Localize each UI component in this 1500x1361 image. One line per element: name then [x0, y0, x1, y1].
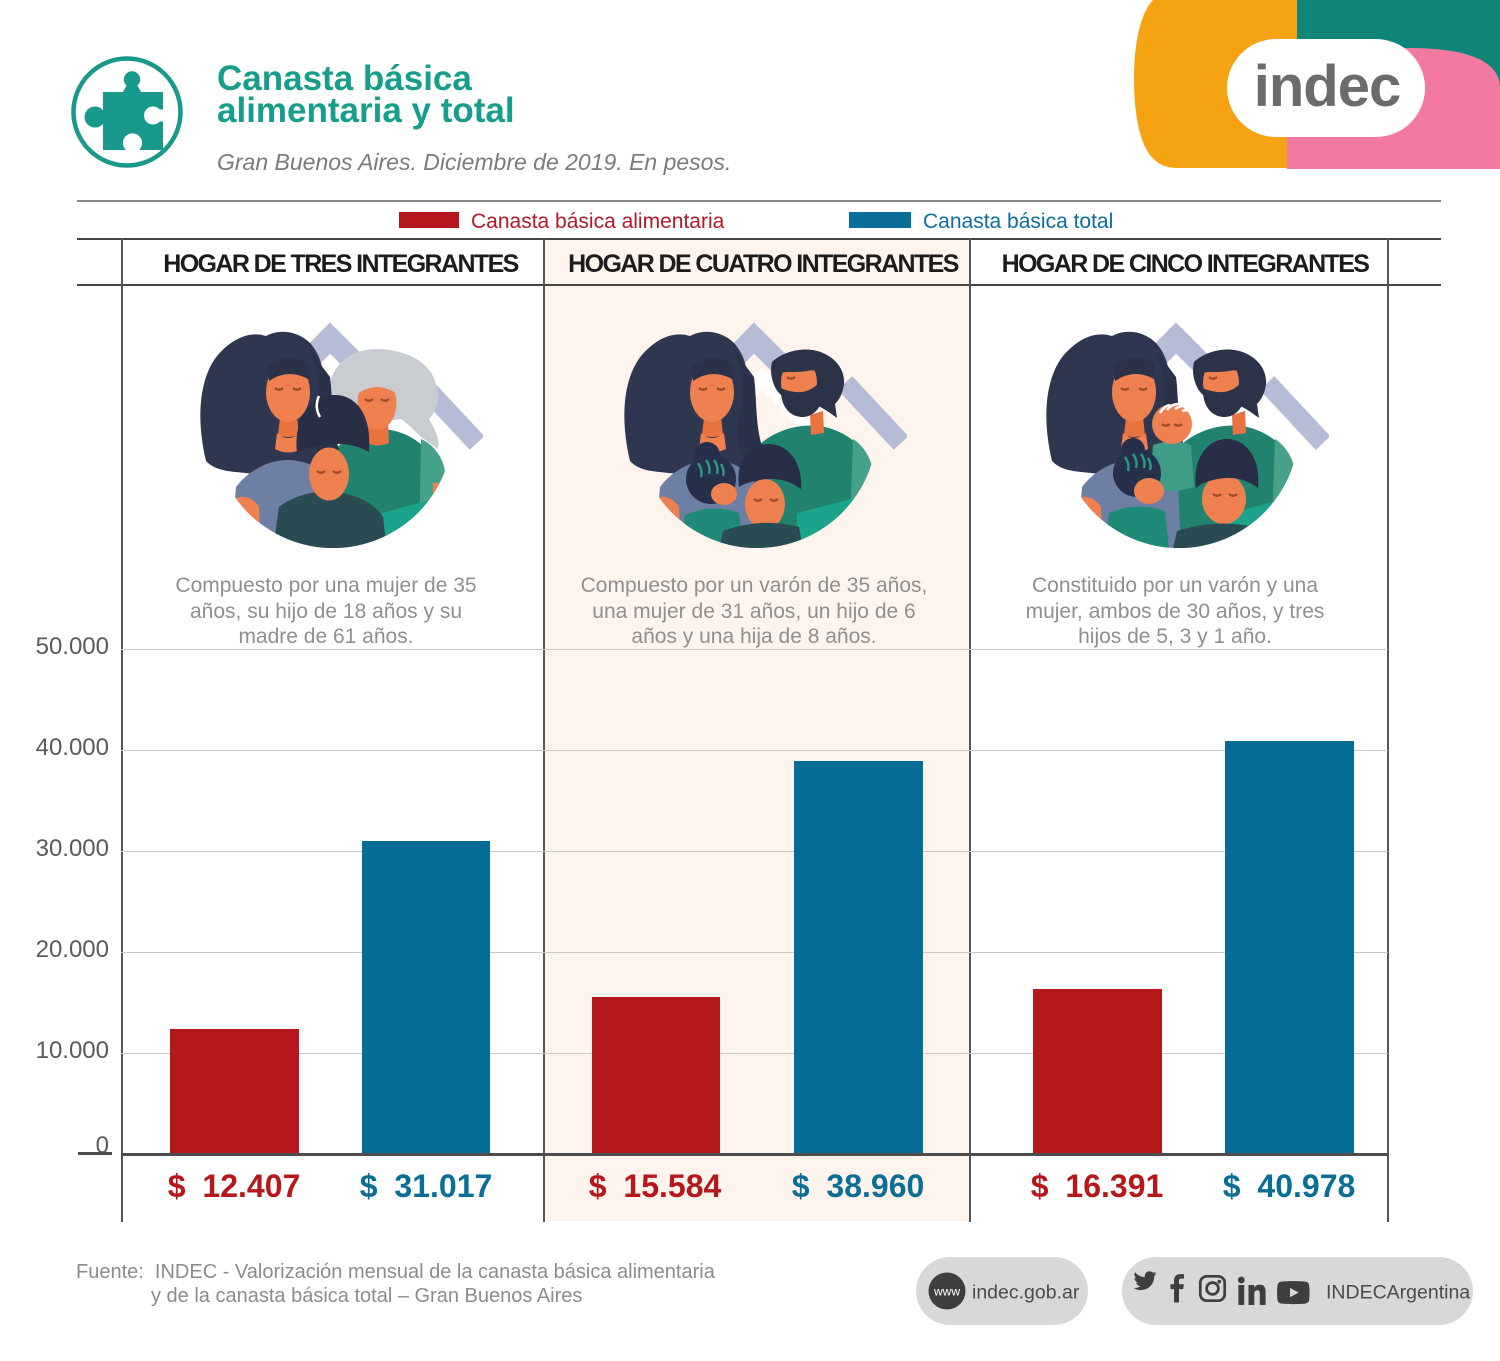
svg-text:indec: indec [1254, 54, 1401, 119]
svg-text:INDECArgentina: INDECArgentina [1326, 1282, 1470, 1304]
svg-text:www: www [933, 1285, 960, 1299]
svg-text:indec.gob.ar: indec.gob.ar [972, 1282, 1080, 1304]
